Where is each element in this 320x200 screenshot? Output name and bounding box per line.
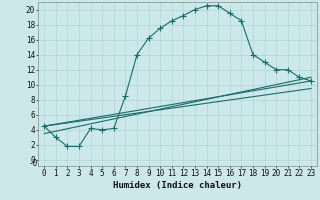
X-axis label: Humidex (Indice chaleur): Humidex (Indice chaleur) (113, 181, 242, 190)
Text: -0: -0 (29, 159, 38, 168)
